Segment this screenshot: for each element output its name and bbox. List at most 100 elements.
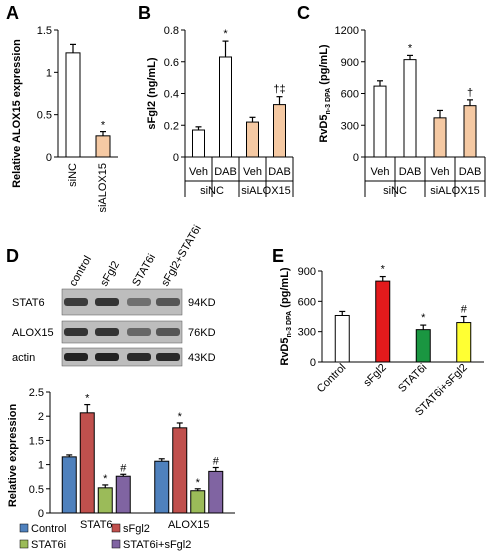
e-y-tick-label: 600 — [298, 296, 316, 308]
c-bar — [433, 117, 447, 158]
d-bar — [115, 475, 131, 514]
blot-row-label: ALOX15 — [12, 327, 54, 339]
chart-e: 0300600900Control*sFgl2*STAT6i#STAT6i+sF… — [279, 264, 484, 418]
e-y-tick-label: 300 — [298, 327, 316, 339]
b-y-tick-label: 0.4 — [164, 89, 179, 101]
c-category-label: DAB — [399, 166, 422, 178]
d-y-tick-label: 1 — [38, 460, 44, 472]
c-significance-mark: † — [467, 87, 473, 99]
d-bar — [172, 427, 188, 514]
b-bar — [246, 121, 259, 158]
d-y-tick-label: 2.5 — [29, 387, 44, 399]
a-y-tick-label: 0 — [46, 152, 52, 164]
d-bar — [154, 460, 170, 514]
b-significance-mark: †‡ — [273, 84, 285, 96]
blot-kd-label: 43KD — [188, 352, 216, 364]
blot-row-label: actin — [12, 352, 35, 364]
blot-lane-label: control — [67, 254, 94, 289]
d-y-tick-label: 0.5 — [29, 484, 44, 496]
d-category-label: STAT6 — [80, 519, 113, 531]
b-bar — [219, 56, 232, 158]
c-y-tick-label: 900 — [341, 57, 359, 69]
a-significance-mark: * — [101, 120, 106, 132]
d-significance-mark: * — [85, 393, 90, 405]
e-bar — [375, 280, 391, 363]
d-significance-mark: # — [120, 462, 127, 474]
panel-letter-b: B — [138, 3, 151, 23]
d-significance-mark: * — [103, 473, 108, 485]
a-y-tick-label: 1 — [46, 67, 52, 79]
e-y-tick-label: 0 — [310, 357, 316, 369]
b-category-label: Veh — [243, 166, 262, 178]
blot-row-label: STAT6 — [12, 297, 45, 309]
c-y-axis-title: RvD5n-3 DPA (pg/mL) — [318, 44, 332, 143]
b-significance-mark: * — [223, 28, 228, 40]
c-category-label: Veh — [431, 166, 450, 178]
blot-band — [156, 328, 180, 336]
b-category-label: Veh — [189, 166, 208, 178]
b-category-label: DAB — [214, 166, 237, 178]
d-bar — [208, 470, 224, 514]
b-bar — [192, 129, 205, 158]
d-legend-label: Control — [31, 523, 66, 535]
c-y-axis-title-main: RvD5 — [318, 114, 330, 142]
blot-band — [64, 298, 88, 306]
d-legend-swatch — [111, 539, 121, 549]
panel-letter-c: C — [297, 3, 310, 23]
blot-strip — [61, 320, 183, 344]
blot-band — [64, 328, 88, 336]
a-category-label: siALOX15 — [97, 163, 109, 213]
b-y-tick-label: 0.6 — [164, 57, 179, 69]
a-y-tick-label: 1.5 — [37, 25, 52, 37]
a-category-label: siNC — [67, 163, 79, 187]
b-y-tick-label: 0.8 — [164, 25, 179, 37]
chart-a: 0 0.5 1 1.5 siNC * siALOX15 Relative ALOX15 exp… — [11, 25, 118, 213]
e-y-axis-title-unit: (pg/mL) — [279, 267, 291, 311]
a-y-tick-label: 0.5 — [37, 110, 52, 122]
d-legend-swatch — [111, 523, 121, 533]
e-significance-mark: * — [421, 312, 426, 324]
d-y-axis-title: Relative expression — [7, 404, 19, 508]
e-bar — [456, 322, 472, 363]
blot-strip — [61, 347, 183, 367]
d-bar — [97, 487, 113, 514]
c-bar — [463, 105, 477, 158]
panel-letter-e: E — [272, 246, 284, 266]
blot-band — [156, 353, 180, 361]
blot-band — [156, 298, 180, 306]
chart-c: 0 300 600 900 1200 Veh * DAB Veh † DAB siNC siALOX15… — [318, 25, 486, 197]
b-group-label: siALOX15 — [241, 185, 291, 197]
b-category-label: DAB — [268, 166, 291, 178]
c-y-tick-label: 300 — [341, 120, 359, 132]
d-legend-label: sFgl2 — [123, 523, 150, 535]
d-legend-label: STAT6i — [31, 539, 66, 551]
b-y-tick-label: 0 — [173, 152, 179, 164]
c-y-tick-label: 0 — [353, 152, 359, 164]
b-y-axis-title: sFgl2 (ng/mL) — [146, 57, 158, 129]
blot-band — [95, 298, 119, 306]
c-group-label: siNC — [383, 185, 407, 197]
d-legend-label: STAT6i+sFgl2 — [123, 539, 191, 551]
blot-lane-label: sFgl2 — [98, 259, 122, 288]
blot-lane-label: STAT6i — [130, 252, 158, 288]
d-y-tick-label: 1.5 — [29, 435, 44, 447]
blot-kd-label: 76KD — [188, 327, 216, 339]
blot-kd-label: 94KD — [188, 297, 216, 309]
blot-band — [64, 353, 88, 361]
d-legend-swatch — [19, 539, 29, 549]
d-significance-mark: * — [178, 411, 183, 423]
blot-band — [95, 328, 119, 336]
d-significance-mark: # — [213, 456, 220, 468]
panel-letter-d: D — [6, 246, 19, 266]
chart-d: 0 0.5 1 1.5 2 2.5 * * # STAT6 * * # ALOX15 Relative ex… — [7, 387, 235, 551]
d-category-label: ALOX15 — [168, 519, 210, 531]
a-bar — [65, 52, 81, 158]
d-y-tick-label: 0 — [38, 508, 44, 520]
chart-b: 0 0.2 0.4 0.6 0.8 Veh * DAB Veh †‡ DAB siNC siALOX15… — [146, 25, 294, 197]
blot-band — [127, 328, 151, 336]
c-y-axis-title-sub: n-3 DPA — [325, 88, 332, 115]
a-bar — [95, 135, 111, 158]
a-y-axis-title: Relative ALOX15 expression — [11, 39, 23, 188]
c-y-tick-label: 1200 — [335, 25, 359, 37]
